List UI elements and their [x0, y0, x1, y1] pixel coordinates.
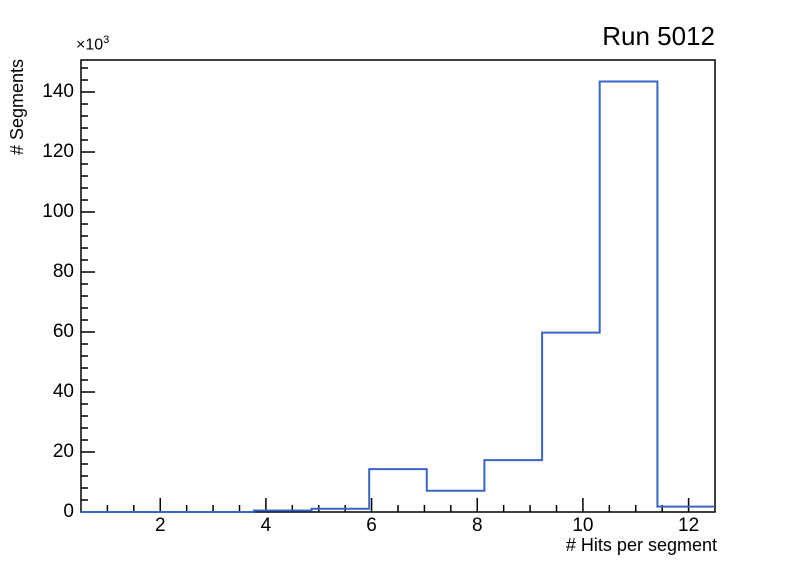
histogram-line	[81, 80, 715, 513]
y-tick-label: 100	[42, 201, 74, 223]
x-tick-label: 6	[366, 515, 377, 536]
x-tick-label: 8	[471, 515, 483, 536]
y-tick-label: 40	[52, 381, 74, 402]
y-tick-label: 20	[52, 441, 74, 462]
x-axis-label: # Hits per segment	[565, 535, 717, 555]
y-tick-label: 60	[52, 321, 74, 342]
y-axis-label: # Segments	[7, 58, 27, 155]
y-axis-multiplier: ×103	[76, 34, 109, 54]
axis-ticks	[81, 67, 690, 513]
plot-frame	[80, 59, 716, 513]
x-tick-label: 2	[154, 515, 166, 536]
y-tick-label: 140	[42, 81, 74, 103]
x-tick-label: 12	[678, 515, 700, 536]
y-tick-label: 0	[63, 501, 74, 522]
y-axis-multiplier-base: ×10	[76, 36, 104, 54]
y-axis-multiplier-exponent: 3	[103, 34, 110, 46]
x-tick-label: 4	[260, 515, 272, 536]
plot-title: Run 5012	[602, 21, 715, 51]
y-tick-label: 120	[42, 141, 74, 163]
x-tick-label: 10	[572, 515, 594, 536]
y-tick-label: 80	[52, 261, 74, 282]
